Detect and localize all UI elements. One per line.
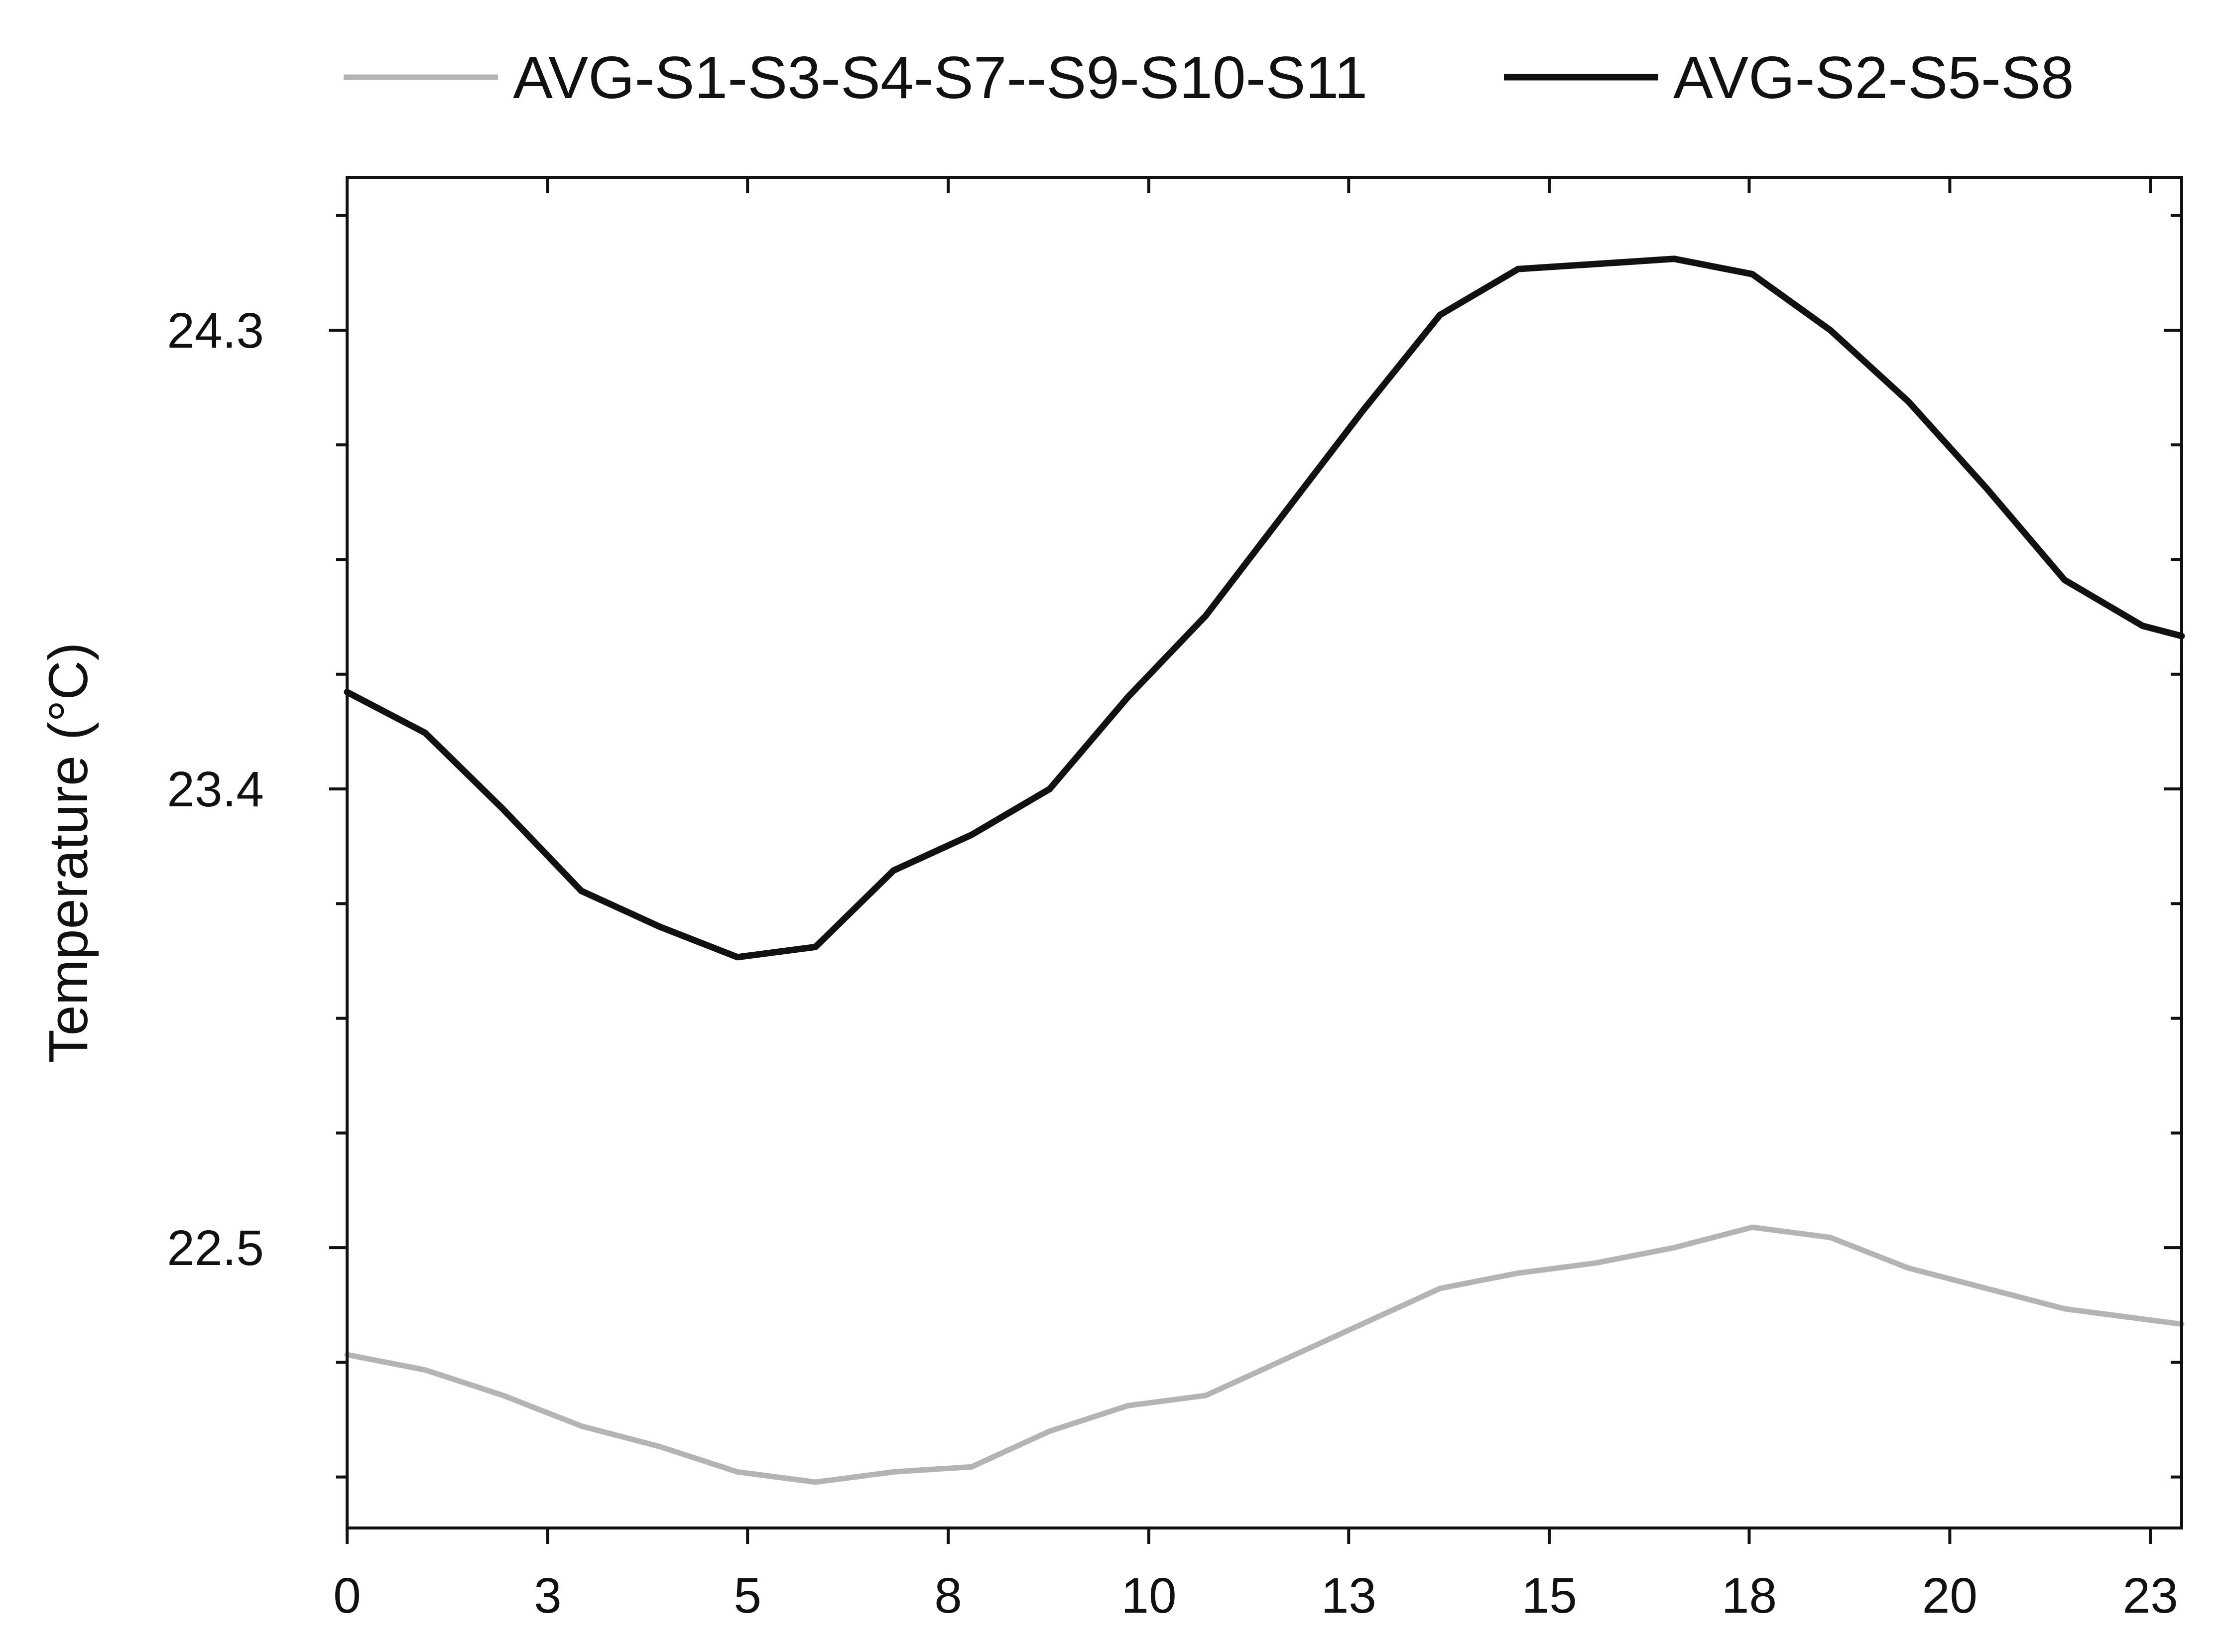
x-tick-label: 20 — [1922, 1568, 1977, 1624]
x-tick-label: 8 — [934, 1568, 962, 1624]
legend-label-1: AVG-S1-S3-S4-S7--S9-S10-S11 — [513, 44, 1367, 111]
y-tick-label: 23.4 — [167, 762, 264, 817]
legend-label-2: AVG-S2-S5-S8 — [1673, 44, 2074, 111]
x-tick-label: 0 — [333, 1568, 361, 1624]
y-tick-label: 22.5 — [167, 1220, 264, 1276]
x-tick-label: 15 — [1522, 1568, 1577, 1624]
legend: AVG-S1-S3-S4-S7--S9-S10-S11 AVG-S2-S5-S8 — [344, 44, 2074, 111]
y-axis-title: Temperature (°C) — [38, 642, 99, 1063]
series-line-2 — [347, 259, 2182, 957]
x-tick-label: 5 — [734, 1568, 761, 1624]
x-tick-label: 13 — [1321, 1568, 1376, 1624]
y-tick-label: 24.3 — [167, 303, 264, 359]
x-tick-label: 10 — [1121, 1568, 1176, 1624]
x-tick-label: 18 — [1722, 1568, 1777, 1624]
axes — [347, 177, 2182, 1528]
ticks: 0 3 5 8 10 13 15 18 20 23 22.5 23.4 24.3 — [167, 177, 2182, 1624]
x-tick-label: 23 — [2123, 1568, 2178, 1624]
series-line-1 — [347, 1227, 2182, 1482]
plot-frame — [347, 177, 2182, 1528]
series-layer — [347, 259, 2182, 1482]
x-tick-label: 3 — [534, 1568, 562, 1624]
